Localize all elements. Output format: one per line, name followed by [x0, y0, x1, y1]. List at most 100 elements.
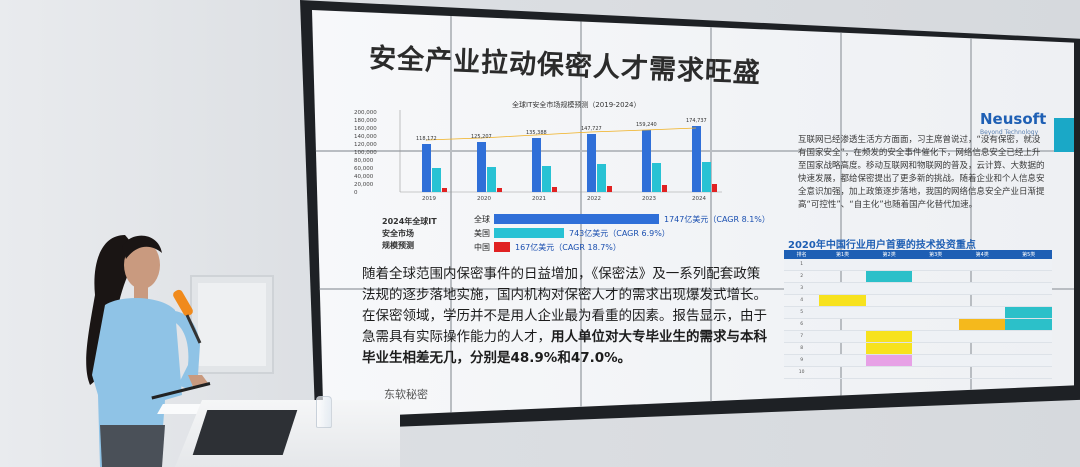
- body-line: 法规的逐步落地实施，国内机构对保密人才的需求出现爆发式增长。: [362, 287, 767, 303]
- x-tick: 2021: [532, 196, 546, 202]
- table-cell: [958, 354, 1006, 367]
- bar-global-2023: [642, 130, 651, 192]
- screen-seam: [840, 10, 842, 418]
- y-axis-ticks: 200,000 180,000 160,000 140,000 120,000 …: [354, 110, 377, 196]
- table-cell: [1005, 354, 1052, 367]
- table-cell-highlight: [865, 342, 913, 355]
- rank-cell: 7: [784, 330, 820, 343]
- table-cell: [912, 330, 959, 343]
- table-cell-highlight: [1005, 306, 1052, 319]
- table-header: 第5类: [1005, 250, 1052, 259]
- slide-footer: 东软秘密: [384, 388, 428, 401]
- neusoft-logo: Neusoft: [980, 110, 1047, 128]
- table-cell: [819, 342, 866, 355]
- rank-cell: 2: [784, 270, 820, 283]
- table-row: 8: [784, 342, 1052, 355]
- y-tick: 100,000: [354, 150, 377, 156]
- slide-body-text: 随着全球范围内保密事件的日益增加，《保密法》及一系列配套政策 法规的逐步落地实施…: [362, 264, 782, 369]
- table-cell: [1005, 342, 1052, 355]
- rank-cell: 4: [784, 294, 820, 307]
- right-paragraph: 互联网已经渗透生活方方面面，习主席曾说过，“没有保密，就没有国家安全”，在频发的…: [798, 135, 1045, 210]
- body-bold-text: 用人单位对大专毕业生的需求与本科: [551, 329, 767, 345]
- logo-tile: [1054, 118, 1074, 152]
- table-cell: [958, 366, 1006, 379]
- logo-tagline: Beyond Technology: [980, 129, 1039, 136]
- y-tick: 140,000: [354, 134, 377, 140]
- market-bar: [494, 242, 510, 252]
- table-cell: [912, 318, 959, 331]
- table-cell: [1005, 330, 1052, 343]
- table-cell: [958, 342, 1006, 355]
- table-cell: [912, 342, 959, 355]
- market-bar: [494, 214, 659, 224]
- table-cell: [958, 306, 1006, 319]
- table-cell: [819, 259, 866, 271]
- body-line-start: 急需具有实际操作能力的人才，: [362, 329, 551, 345]
- table-cell: [1005, 270, 1052, 283]
- screen-seam: [970, 10, 972, 418]
- bar-global-2020: [477, 142, 486, 192]
- table-cell: [958, 282, 1006, 295]
- body-line: 随着全球范围内保密事件的日益增加，《保密法》及一系列配套政策: [362, 266, 761, 282]
- y-tick: 80,000: [354, 158, 374, 164]
- table-cell: [912, 366, 959, 379]
- laptop: [192, 410, 298, 455]
- y-tick: 200,000: [354, 110, 377, 116]
- market-row-value: 743亿美元（CAGR 6.9%）: [569, 228, 670, 238]
- y-tick: 20,000: [354, 182, 374, 188]
- table-cell: [912, 282, 959, 295]
- bar-top-label: 125,207: [471, 134, 492, 140]
- market-row-china: 中国 167亿美元（CAGR 18.7%）: [462, 241, 621, 253]
- table-cell-highlight: [865, 354, 913, 367]
- bar-us-2022: [597, 164, 606, 192]
- x-tick: 2024: [692, 196, 706, 202]
- screen-seam: [710, 10, 712, 418]
- table-cell: [958, 259, 1006, 271]
- table-cell: [819, 366, 866, 379]
- table-cell: [819, 318, 866, 331]
- table-row: 6: [784, 318, 1052, 331]
- table-row: 7: [784, 330, 1052, 343]
- table-cell: [958, 270, 1006, 283]
- x-tick: 2019: [422, 196, 436, 202]
- table-row: 9: [784, 354, 1052, 367]
- bar-top-label: 174,737: [686, 118, 707, 124]
- table-row: 1: [784, 259, 1052, 271]
- chart-svg: 200,000 180,000 160,000 140,000 120,000 …: [354, 110, 722, 202]
- x-axis-ticks: 2019 2020 2021 2022 2023 2024: [422, 196, 706, 202]
- bar-china-2019: [442, 188, 447, 192]
- body-bold-text: 毕业生相差无几，分别是48.9%和47.0%。: [362, 350, 632, 366]
- table-cell: [912, 270, 959, 283]
- table-cell: [1005, 259, 1052, 271]
- x-tick: 2022: [587, 196, 601, 202]
- market-row-label: 美国: [474, 228, 490, 238]
- table-cell: [865, 282, 913, 295]
- table-cell: [912, 294, 959, 307]
- bar-us-2021: [542, 166, 551, 192]
- market-row-label: 中国: [474, 242, 490, 252]
- bar-top-label: 147,727: [581, 126, 602, 132]
- y-tick: 120,000: [354, 142, 377, 148]
- rank-cell: 5: [784, 306, 820, 319]
- y-tick: 160,000: [354, 126, 377, 132]
- x-tick: 2023: [642, 196, 656, 202]
- table-row: 5: [784, 306, 1052, 319]
- bar-us-2023: [652, 163, 661, 192]
- body-line: 在保密领域，学历并不是用人企业最为看重的因素。报告显示，由于: [362, 308, 767, 324]
- table-row: 4: [784, 294, 1052, 307]
- x-tick: 2020: [477, 196, 491, 202]
- rank-cell: 6: [784, 318, 820, 331]
- body-line: 急需具有实际操作能力的人才，用人单位对大专毕业生的需求与本科: [362, 327, 782, 348]
- bar-us-2019: [432, 168, 441, 192]
- market-row-us: 美国 743亿美元（CAGR 6.9%）: [462, 227, 670, 239]
- table-header: 第1类: [819, 250, 866, 259]
- market-bar: [494, 228, 564, 238]
- rank-cell: 8: [784, 342, 820, 355]
- rank-cell: 9: [784, 354, 820, 367]
- table-cell: [1005, 294, 1052, 307]
- table-cell-highlight: [1005, 318, 1052, 331]
- chart-title: 全球IT安全市场规模预测（2019-2024）: [512, 101, 641, 109]
- table-cell-highlight: [958, 318, 1006, 331]
- screen-seam: [450, 10, 452, 418]
- market-forecast-chart: 全球IT安全市场规模预测（2019-2024） 200,000 180,000 …: [352, 100, 742, 220]
